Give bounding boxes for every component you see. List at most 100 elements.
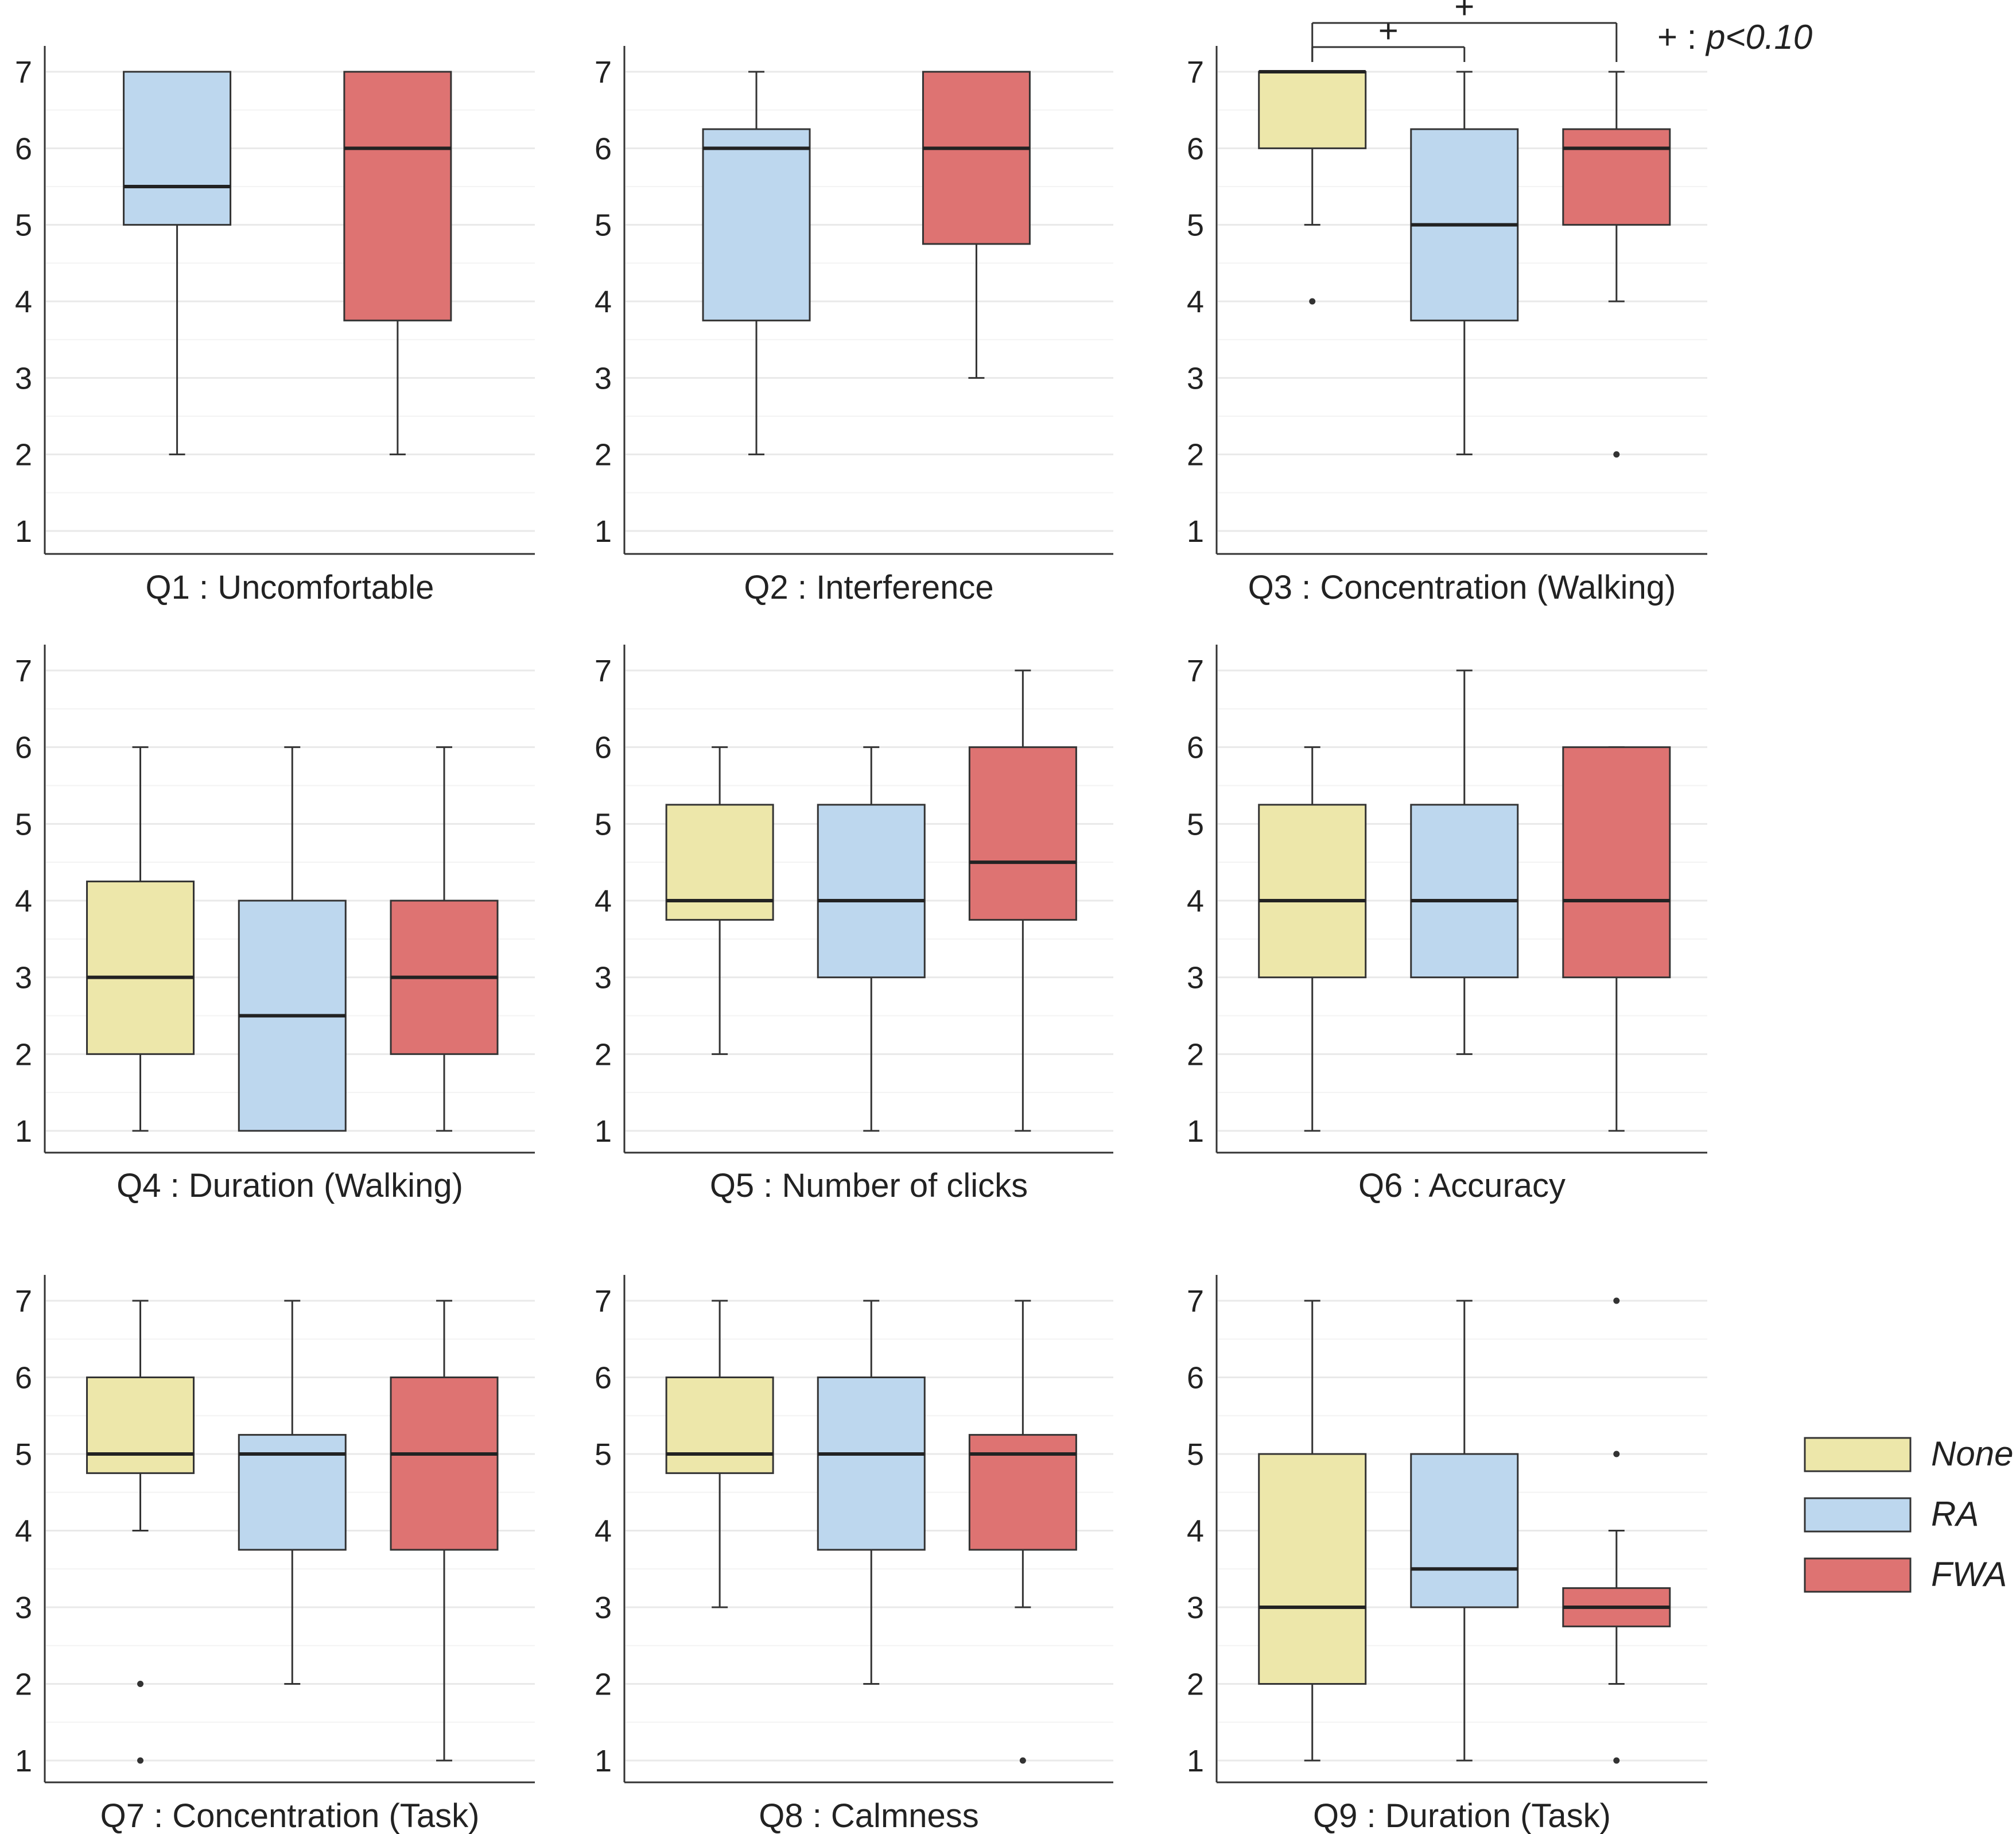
iqr-box: [343, 71, 452, 321]
chart-panel-3: 1 2 3 4 5 6 7 + + Q3 : Concentration (Walking): [1187, 0, 1707, 606]
box-fwa: [390, 1300, 499, 1762]
y-tick-label: 5: [15, 208, 32, 243]
annotation-text: p<0.10: [1705, 18, 1812, 56]
panel-title: Q7 : Concentration (Task): [100, 1797, 480, 1834]
box-fwa: [1562, 71, 1671, 458]
y-tick-label: 3: [595, 961, 612, 995]
y-tick-label: 4: [1187, 884, 1204, 918]
y-tick-label: 3: [15, 361, 32, 396]
legend-item-fwa: FWA: [1804, 1555, 2007, 1593]
y-tick-label: 6: [1187, 1361, 1204, 1395]
box-fwa: [1562, 1297, 1671, 1764]
y-tick-label: 6: [15, 1361, 32, 1395]
iqr-box: [86, 1377, 195, 1474]
box-ra: [817, 1300, 926, 1685]
panel-title: Q8 : Calmness: [759, 1797, 979, 1834]
y-tick-label: 5: [15, 1437, 32, 1472]
panel-title: Q4 : Duration (Walking): [116, 1167, 463, 1204]
legend-swatch: [1804, 1557, 1912, 1593]
y-tick-label: 7: [595, 1284, 612, 1319]
y-tick-label: 6: [1187, 731, 1204, 765]
box-none: [86, 1300, 195, 1764]
box-ra: [238, 1300, 347, 1685]
y-tick-label: 4: [595, 884, 612, 918]
iqr-box: [968, 746, 1077, 921]
iqr-box: [922, 71, 1031, 245]
box-ra: [123, 71, 232, 456]
chart-panel-5: 1 2 3 4 5 6 7 Q5 : Number of clicks: [595, 645, 1113, 1204]
iqr-box: [1562, 746, 1671, 979]
y-tick-label: 1: [595, 514, 612, 549]
legend-item-ra: RA: [1804, 1495, 1979, 1533]
legend-label: FWA: [1931, 1555, 2007, 1593]
y-tick-label: 2: [15, 1668, 32, 1702]
outlier-point: [137, 1757, 144, 1764]
outlier-point: [1613, 1757, 1620, 1764]
y-tick-label: 1: [1187, 1744, 1204, 1778]
box-none: [1258, 746, 1367, 1132]
box-fwa: [1562, 746, 1671, 1132]
y-tick-label: 6: [595, 731, 612, 765]
iqr-box: [238, 1434, 347, 1551]
y-tick-label: 7: [595, 55, 612, 90]
iqr-box: [665, 1377, 774, 1474]
chart-panel-2: 1 2 3 4 5 6 7 Q2 : Interference: [595, 46, 1113, 606]
chart-panel-6: 1 2 3 4 5 6 7 Q6 : Accuracy: [1187, 645, 1707, 1204]
iqr-box: [123, 71, 232, 226]
y-tick-label: 1: [595, 1744, 612, 1778]
panel-title: Q9 : Duration (Task): [1313, 1797, 1611, 1834]
box-fwa: [968, 1300, 1077, 1764]
chart-panel-8: 1 2 3 4 5 6 7 Q8 : Calmness: [595, 1275, 1113, 1834]
box-ra: [238, 746, 347, 1132]
panel-title: Q6 : Accuracy: [1358, 1167, 1566, 1204]
legend-label: RA: [1931, 1495, 1979, 1533]
y-tick-label: 7: [1187, 55, 1204, 90]
legend-label: None: [1931, 1434, 2013, 1473]
y-tick-label: 2: [595, 1668, 612, 1702]
outlier-point: [1019, 1757, 1026, 1764]
y-tick-label: 5: [595, 208, 612, 243]
iqr-box: [817, 1377, 926, 1551]
y-tick-label: 1: [1187, 1114, 1204, 1149]
box-none: [86, 746, 195, 1132]
y-tick-label: 6: [15, 131, 32, 166]
y-tick-label: 4: [595, 1514, 612, 1549]
box-none: [665, 1300, 774, 1608]
significance-bracket: +: [1311, 0, 1618, 62]
outlier-point: [1613, 1451, 1620, 1457]
y-tick-label: 7: [1187, 1284, 1204, 1319]
annotation-separator: :: [1677, 18, 1706, 56]
iqr-box: [1562, 128, 1671, 226]
y-tick-label: 1: [1187, 514, 1204, 549]
y-tick-label: 6: [1187, 131, 1204, 166]
iqr-box: [968, 1434, 1077, 1551]
y-tick-label: 5: [595, 1437, 612, 1472]
y-tick-label: 5: [1187, 807, 1204, 842]
significance-bracket: +: [1311, 11, 1466, 62]
y-tick-label: 2: [1187, 1668, 1204, 1702]
y-tick-label: 2: [15, 438, 32, 472]
legend: None RA FWA: [1804, 1434, 2013, 1593]
legend-swatch: [1804, 1437, 1912, 1472]
y-tick-label: 2: [595, 438, 612, 472]
box-ra: [1410, 71, 1519, 456]
box-none: [665, 746, 774, 1055]
y-tick-label: 7: [15, 654, 32, 688]
y-tick-label: 3: [595, 361, 612, 396]
y-tick-label: 5: [1187, 1437, 1204, 1472]
outlier-point: [137, 1681, 144, 1687]
iqr-box: [702, 128, 811, 321]
panel-title: Q1 : Uncomfortable: [146, 569, 434, 606]
bracket-label: +: [1378, 11, 1399, 50]
bracket-label: +: [1454, 0, 1474, 26]
y-tick-label: 2: [1187, 438, 1204, 472]
svg-text:+ : p<0.10: + : p<0.10: [1657, 18, 1812, 56]
y-tick-label: 3: [1187, 961, 1204, 995]
y-tick-label: 2: [15, 1037, 32, 1072]
legend-swatch: [1804, 1497, 1912, 1533]
box-fwa: [343, 71, 452, 456]
box-ra: [1410, 669, 1519, 1055]
y-tick-label: 1: [595, 1114, 612, 1149]
y-tick-label: 6: [595, 131, 612, 166]
y-tick-label: 6: [15, 731, 32, 765]
